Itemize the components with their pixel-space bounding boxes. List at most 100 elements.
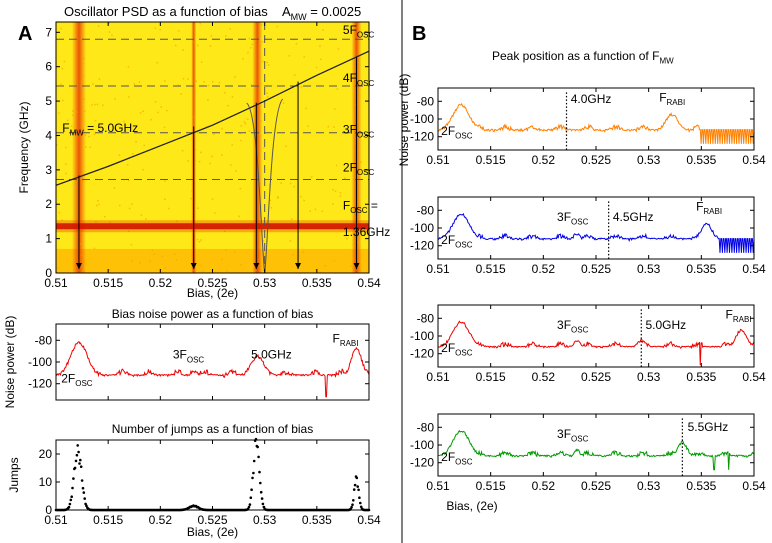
psd-annotation: FOSC = — [343, 198, 378, 215]
jumps-point — [79, 465, 83, 469]
jumps-point — [74, 459, 78, 463]
psd-speckle — [266, 96, 269, 98]
psd-speckle — [102, 104, 104, 107]
psd-osc-glow — [56, 220, 369, 233]
jumps-point — [256, 445, 260, 449]
psd-speckle — [97, 199, 99, 202]
psd-speckle — [339, 195, 342, 197]
psd-speckle — [277, 197, 279, 199]
psd-speckle — [131, 203, 133, 205]
psd-speckle — [118, 154, 121, 156]
psd-speckle — [207, 84, 210, 87]
peak-0-ytick-label: -120 — [410, 130, 434, 144]
bias-noise-ytick-label: -80 — [35, 333, 53, 347]
psd-speckle — [310, 176, 313, 178]
psd-speckle — [242, 57, 244, 60]
psd-speckle — [94, 119, 97, 122]
peak-2-ytick-label: -100 — [410, 329, 434, 343]
psd-speckle — [276, 196, 279, 198]
jumps-point — [352, 499, 355, 502]
peak-2-ytick-label: -80 — [417, 311, 435, 325]
peak-title: Peak position as a function of FMW — [492, 49, 674, 66]
peak-0-xtick-label: 0.515 — [476, 153, 506, 167]
psd-xtick-label: 0.54 — [357, 276, 381, 290]
psd-speckle — [81, 39, 84, 41]
peak-3-xtick-label: 0.54 — [742, 479, 766, 493]
jumps-point — [249, 496, 253, 500]
psd-speckle — [56, 144, 58, 146]
psd-speckle — [261, 41, 264, 43]
psd-speckle — [61, 67, 64, 70]
jumps-ylabel: Jumps — [7, 457, 21, 492]
psd-speckle — [225, 35, 227, 37]
psd-arrow-head — [353, 263, 360, 269]
bias-noise-annotation: 2FOSC — [61, 372, 93, 389]
psd-speckle — [87, 125, 90, 128]
peak-series-line — [437, 429, 755, 471]
psd-speckle — [302, 251, 304, 254]
psd-speckle — [164, 180, 166, 182]
peak-annotation: 2FOSC — [441, 341, 473, 358]
peak-3-xtick-label: 0.52 — [532, 479, 556, 493]
psd-speckle — [246, 118, 249, 120]
psd-speckle — [164, 198, 166, 201]
psd-speckle — [244, 122, 247, 125]
psd-speckle — [81, 58, 84, 60]
peak-1-ytick-label: -120 — [410, 239, 434, 253]
psd-speckle — [191, 190, 193, 192]
jumps-point — [82, 491, 86, 494]
jumps-point — [259, 490, 263, 494]
psd-speckle — [138, 81, 141, 83]
peak-position-panel: Peak position as a function of FMW 2FOSC 4… — [397, 49, 766, 513]
psd-speckle — [182, 78, 185, 80]
psd-speckle — [167, 207, 170, 210]
psd-speckle — [349, 265, 352, 267]
psd-xtick-label: 0.535 — [302, 276, 332, 290]
jumps-point — [79, 458, 82, 462]
psd-speckle — [322, 29, 324, 31]
psd-speckle — [174, 44, 177, 47]
psd-speckle — [229, 28, 232, 30]
psd-speckle — [71, 110, 74, 112]
psd-speckle — [269, 199, 271, 202]
psd-speckle — [83, 110, 86, 113]
peak-series-line — [437, 102, 755, 144]
psd-speckle — [176, 220, 178, 222]
psd-speckle — [150, 118, 152, 121]
psd-speckle — [251, 43, 253, 46]
psd-low-band — [56, 248, 369, 273]
peak-2-xtick-label: 0.53 — [637, 370, 661, 384]
psd-speckle — [194, 159, 197, 162]
peak-0-xtick-label: 0.51 — [426, 153, 450, 167]
jumps-point — [258, 470, 261, 474]
psd-speckle — [290, 218, 293, 220]
psd-speckle — [97, 203, 100, 206]
peak-3-xtick-label: 0.51 — [426, 479, 450, 493]
psd-speckle — [293, 185, 296, 188]
peak-annotation: 5.0GHz — [646, 318, 687, 332]
psd-speckle — [108, 31, 111, 33]
psd-speckle — [235, 170, 237, 172]
psd-speckle — [131, 153, 134, 155]
peak-1-xtick-label: 0.525 — [581, 262, 611, 276]
psd-speckle — [65, 146, 67, 149]
psd-ytick-label: 2 — [45, 197, 52, 211]
psd-speckle — [128, 96, 130, 98]
jumps-point — [77, 450, 80, 454]
psd-speckle — [303, 199, 305, 202]
psd-speckle — [250, 84, 253, 86]
psd-speckle — [193, 116, 196, 119]
psd-heatmap-panel: 5FOSC 4FOSC 3FOSC 2FOSC FMW = 5.0GHz FOSC = 1.… — [17, 4, 390, 300]
psd-speckle — [127, 230, 130, 232]
jumps-point — [85, 504, 88, 508]
psd-speckle — [113, 187, 116, 189]
psd-speckle — [133, 83, 136, 85]
peak-annotation: 3FOSC — [557, 318, 589, 335]
jumps-point — [78, 462, 81, 465]
psd-speckle — [166, 109, 168, 112]
psd-speckle — [182, 49, 184, 51]
psd-speckle — [212, 81, 214, 83]
psd-speckle — [213, 133, 215, 135]
jumps-xtick-label: 0.52 — [149, 513, 173, 527]
